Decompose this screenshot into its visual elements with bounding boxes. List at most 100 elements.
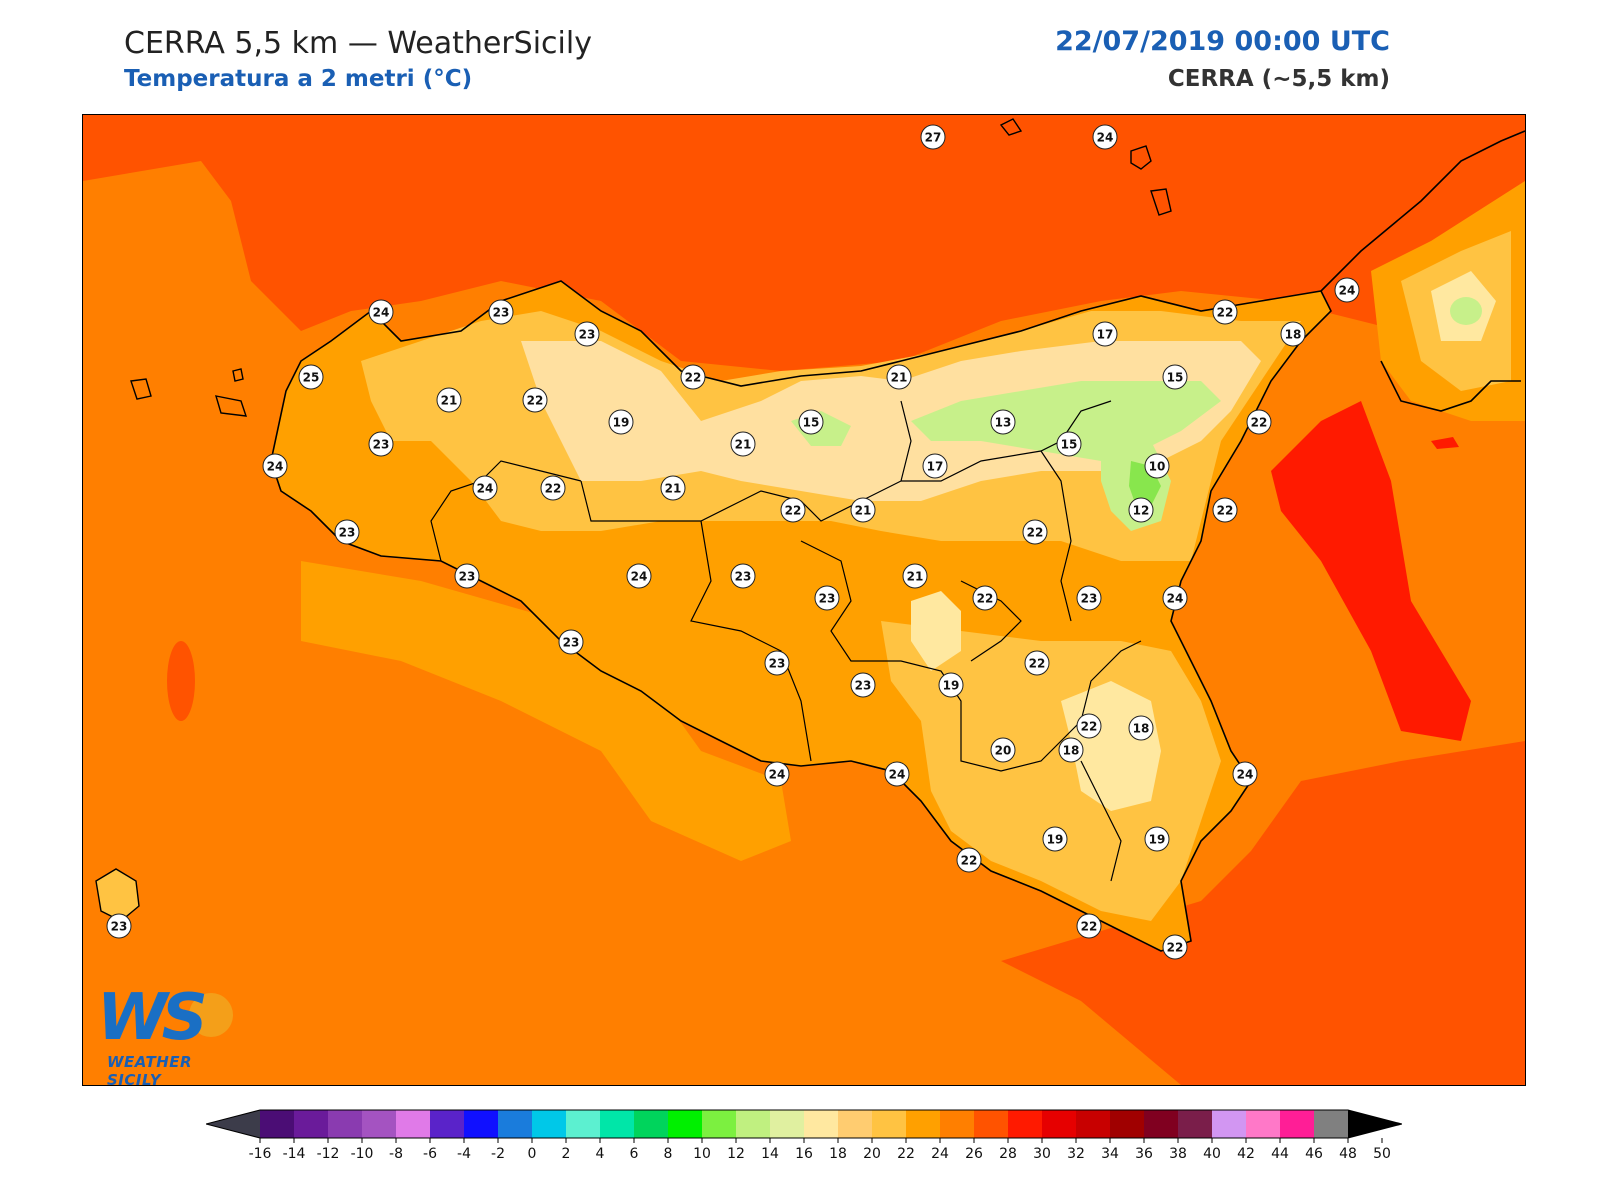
station-value: 22	[1167, 941, 1184, 955]
colorbar-tick-label: -8	[389, 1146, 403, 1162]
station-value: 24	[1339, 284, 1356, 298]
sea-east-hot	[1271, 401, 1471, 741]
station-marker: 22	[956, 847, 982, 873]
station-circle	[1022, 519, 1048, 545]
colorbar-tick-label: -2	[491, 1146, 505, 1162]
station-marker: 18	[1128, 715, 1154, 741]
station-circle	[780, 497, 806, 523]
station-circle	[298, 364, 324, 390]
station-value: 19	[943, 679, 960, 693]
colorbar-bin	[430, 1110, 465, 1138]
sea-warm-plume	[301, 561, 791, 861]
station-circle	[368, 299, 394, 325]
station-circle	[1056, 431, 1082, 457]
station-value: 17	[927, 460, 944, 474]
station-value: 24	[889, 768, 906, 782]
station-value: 23	[459, 570, 476, 584]
station-marker: 21	[436, 387, 462, 413]
station-marker: 23	[106, 913, 132, 939]
station-circle	[972, 585, 998, 611]
station-marker: 13	[990, 409, 1016, 435]
station-marker: 27	[920, 124, 946, 150]
colorbar-bin	[328, 1110, 363, 1138]
colorbar-tick-label: 8	[664, 1146, 673, 1162]
colorbar-bin	[804, 1110, 839, 1138]
colorbar-bin	[634, 1110, 669, 1138]
station-marker: 22	[1162, 934, 1188, 960]
colorbar-bin	[906, 1110, 941, 1138]
station-circle	[1128, 715, 1154, 741]
station-marker: 22	[1024, 650, 1050, 676]
station-circle	[626, 563, 652, 589]
colorbar-bin	[1008, 1110, 1043, 1138]
colorbar-tick-label: -14	[283, 1146, 306, 1162]
station-circle	[990, 409, 1016, 435]
station-value: 23	[373, 438, 390, 452]
station-value: 23	[339, 526, 356, 540]
station-circle	[540, 475, 566, 501]
variable-subtitle: Temperatura a 2 metri (°C)	[124, 66, 473, 92]
station-circle	[1280, 321, 1306, 347]
colorbar-tick-label: 24	[931, 1146, 949, 1162]
station-marker: 19	[1144, 826, 1170, 852]
station-value: 24	[1097, 131, 1114, 145]
station-marker: 24	[1092, 124, 1118, 150]
station-circle	[850, 672, 876, 698]
station-marker: 22	[972, 585, 998, 611]
colorbar-bin	[532, 1110, 567, 1138]
pantelleria	[95, 868, 140, 922]
station-circle	[488, 299, 514, 325]
station-marker: 23	[850, 672, 876, 698]
station-marker: 15	[1056, 431, 1082, 457]
calabria-coastline	[1320, 130, 1525, 412]
colorbar-bin	[1314, 1110, 1349, 1138]
station-circle	[920, 124, 946, 150]
station-circle	[922, 453, 948, 479]
station-value: 24	[477, 482, 494, 496]
station-value: 22	[545, 482, 562, 496]
colorbar-bin	[260, 1110, 295, 1138]
station-circle	[522, 387, 548, 413]
station-marker: 24	[368, 299, 394, 325]
station-marker: 15	[798, 409, 824, 435]
station-marker: 22	[1076, 713, 1102, 739]
station-marker: 22	[1212, 299, 1238, 325]
station-marker: 19	[938, 672, 964, 698]
station-circle	[1058, 737, 1084, 763]
station-value: 24	[1167, 592, 1184, 606]
station-circle	[1162, 934, 1188, 960]
station-circle	[436, 387, 462, 413]
station-value: 21	[735, 438, 752, 452]
station-marker: 17	[1092, 321, 1118, 347]
station-value: 15	[1167, 371, 1184, 385]
station-marker: 18	[1058, 737, 1084, 763]
station-value: 22	[977, 592, 994, 606]
station-marker: 23	[454, 563, 480, 589]
station-marker: 24	[626, 563, 652, 589]
station-value: 18	[1133, 722, 1150, 736]
station-marker: 15	[1162, 364, 1188, 390]
station-circle	[1334, 277, 1360, 303]
station-marker: 22	[1246, 409, 1272, 435]
colorbar-tick-label: -10	[351, 1146, 374, 1162]
colorbar-tick-label: 28	[999, 1146, 1017, 1162]
colorbar-bin	[362, 1110, 397, 1138]
station-value: 21	[441, 394, 458, 408]
weathersicily-logo: WS WEATHER SICILY	[97, 981, 247, 1085]
station-circle	[938, 672, 964, 698]
colorbar-under-arrow	[206, 1110, 260, 1138]
colorbar-bin	[1212, 1110, 1247, 1138]
colorbar-bin	[770, 1110, 805, 1138]
colorbar-tick-label: 4	[596, 1146, 605, 1162]
station-value: 23	[111, 920, 128, 934]
station-value: 20	[995, 744, 1012, 758]
colorbar-tick-label: 50	[1373, 1146, 1391, 1162]
colorbar-bin	[1042, 1110, 1077, 1138]
station-marker: 23	[368, 431, 394, 457]
station-marker: 22	[1022, 519, 1048, 545]
station-marker: 24	[1334, 277, 1360, 303]
station-value: 13	[995, 416, 1012, 430]
station-marker: 24	[764, 761, 790, 787]
colorbar-tick-label: 48	[1339, 1146, 1357, 1162]
